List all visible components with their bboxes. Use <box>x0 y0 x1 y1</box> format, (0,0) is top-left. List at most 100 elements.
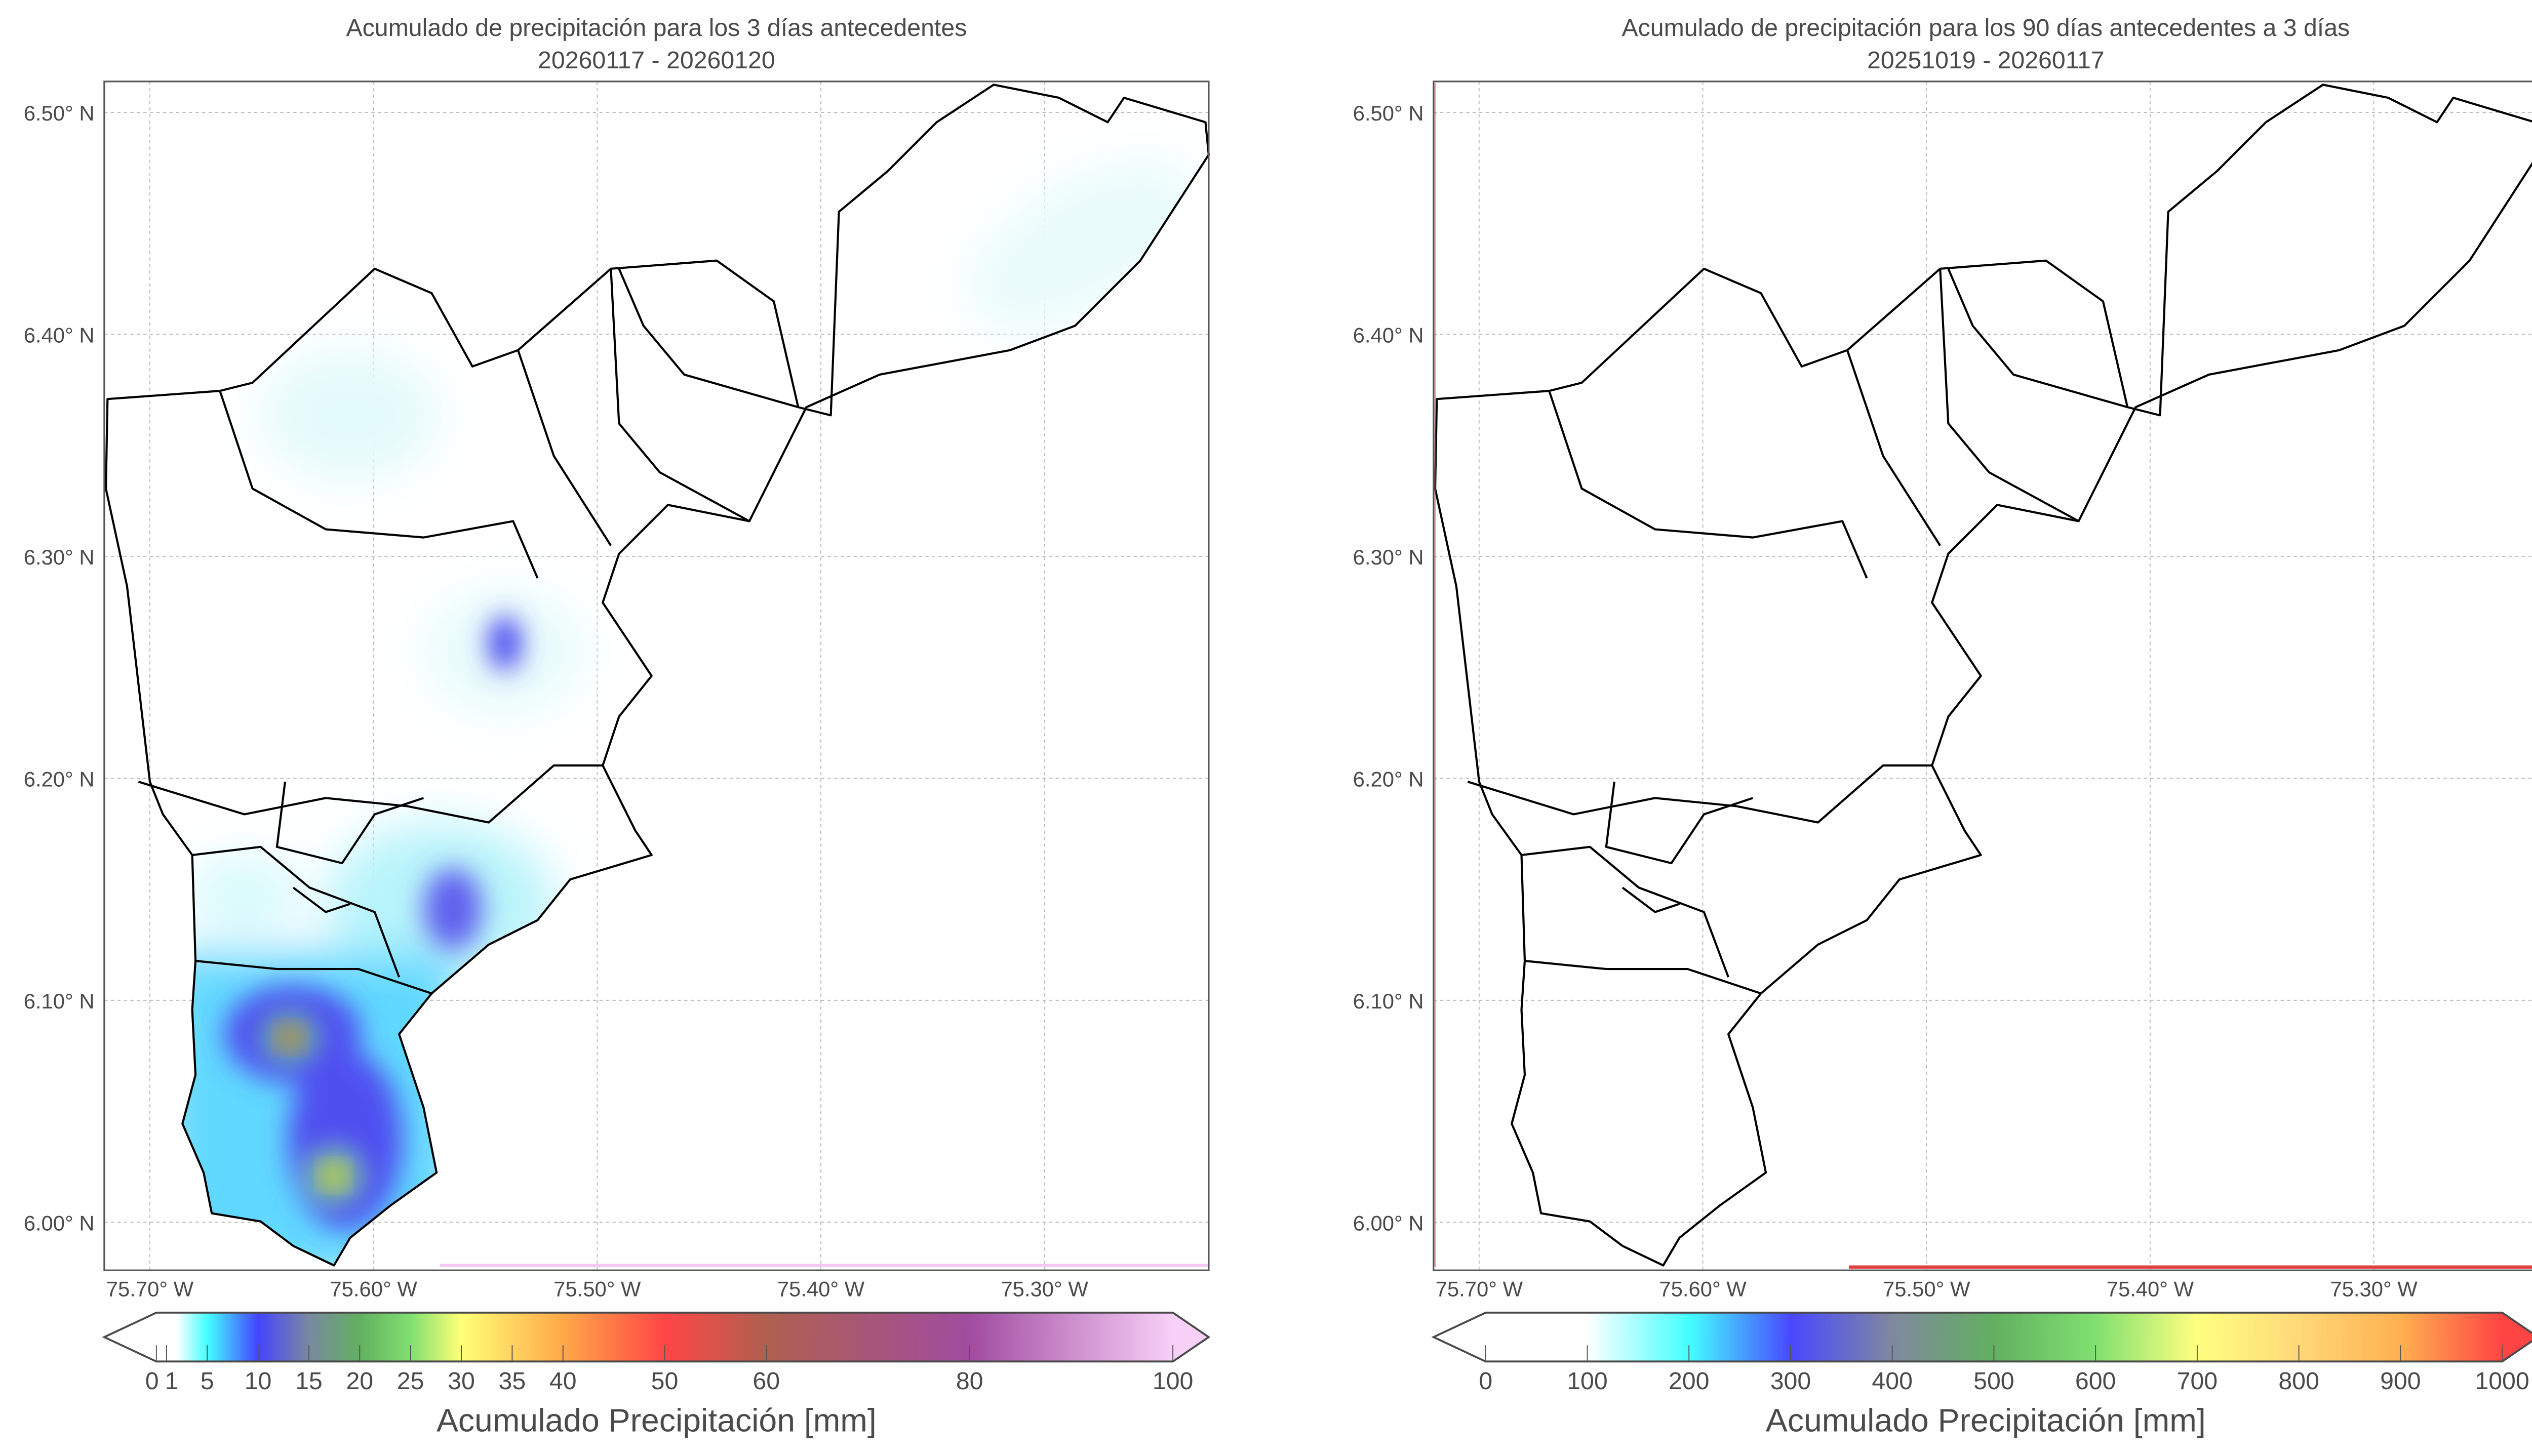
sub-basin-boundaries <box>1467 268 2128 995</box>
field-blob <box>966 158 1201 331</box>
field-blob <box>1419 531 1643 739</box>
x-tick-label: 75.30° W <box>1001 1277 1088 1301</box>
x-tick-label: 75.70° W <box>106 1277 194 1301</box>
colorbar-tick-label: 800 <box>2278 1367 2319 1395</box>
colorbar-90-days: 0 100 200 300 400 500 600 700 800 900 1000 Acumula… <box>1431 1311 2532 1439</box>
y-tick-label: 6.00° N <box>24 1211 95 1235</box>
y-tick-label: 6.10° N <box>1353 989 1424 1013</box>
sub-basin-boundary <box>610 268 750 522</box>
chart-title: Acumulado de precipitación para los 90 d… <box>1621 14 2350 42</box>
colorbar-tick-label: 300 <box>1770 1367 1811 1395</box>
field-blob <box>1738 646 1754 663</box>
precip-field <box>1417 65 2532 1287</box>
colorbar-tick-label: 500 <box>1973 1367 2014 1395</box>
colorbar-tick-label: 600 <box>2075 1367 2116 1395</box>
max-precip-marker <box>280 1027 300 1047</box>
colorbar-frame <box>102 1311 1211 1363</box>
colorbar-label: Acumulado Precipitación [mm] <box>1766 1402 2206 1439</box>
colorbar-tick-label: 900 <box>2380 1367 2421 1395</box>
map-axes-frame <box>103 80 1210 1271</box>
sub-basin-boundary <box>1621 886 1680 913</box>
sub-basin-boundary <box>1467 764 1932 824</box>
colorbar-tick-label: 100 <box>1567 1367 1608 1395</box>
colorbar-tick-label: 1 <box>165 1367 179 1395</box>
y-tick-label: 6.00° N <box>1353 1211 1424 1235</box>
y-tick-label: 6.30° N <box>1353 545 1424 569</box>
y-tick-label: 6.40° N <box>24 323 95 347</box>
precip-field <box>163 158 1201 1266</box>
colorbar-gradient <box>104 1312 1209 1362</box>
sub-basin-boundary <box>517 350 612 546</box>
sub-basin-boundary <box>219 390 539 579</box>
field-blob <box>489 616 522 671</box>
sub-basin-boundary <box>275 781 424 865</box>
field-blob <box>288 1050 403 1230</box>
y-tick-label: 6.50° N <box>1353 101 1424 125</box>
map-axes-frame <box>1433 80 2532 1271</box>
sub-basin-boundary <box>1521 845 1730 978</box>
sub-basin-boundary <box>195 959 432 995</box>
sub-basin-boundary <box>292 886 351 913</box>
sub-basin-boundary <box>1846 350 1942 546</box>
colorbar-tick-label: 30 <box>448 1367 475 1395</box>
max-precip-marker <box>324 1166 344 1186</box>
field-blob <box>1515 1067 1597 1148</box>
sub-basin-boundary <box>1524 959 1762 995</box>
colorbar-tick-label: 40 <box>549 1367 577 1395</box>
x-tick-label: 75.70° W <box>1436 1277 1523 1301</box>
y-tick-label: 6.30° N <box>24 545 95 569</box>
chart-subtitle: 20260117 - 20260120 <box>538 47 775 74</box>
field-blob <box>2256 253 2370 350</box>
colorbar-tick-label: 35 <box>499 1367 526 1395</box>
map-panel-3-days: Acumulado de precipitación para los 3 dí… <box>24 14 1211 1439</box>
chart-title: Acumulado de precipitación para los 3 dí… <box>346 14 967 42</box>
field-blob <box>260 350 440 481</box>
colorbar-tick-label: 0 <box>1479 1367 1492 1395</box>
colorbar-tick-label: 700 <box>2177 1367 2218 1395</box>
y-tick-label: 6.20° N <box>24 767 95 791</box>
x-tick-label: 75.60° W <box>330 1277 417 1301</box>
axis-ticks: 75.70° W 75.60° W 75.50° W 75.40° W 75.30° W… <box>1353 101 2418 1301</box>
x-tick-label: 75.50° W <box>553 1277 641 1301</box>
colorbar-tick-label: 0 <box>145 1367 159 1395</box>
colorbar-tick-label: 15 <box>295 1367 323 1395</box>
sub-basin-boundary <box>1947 268 2128 409</box>
colorbar-tick-label: 200 <box>1669 1367 1710 1395</box>
field-base <box>1417 65 2532 1287</box>
field-blob <box>423 868 483 950</box>
x-tick-label: 75.30° W <box>2330 1277 2418 1301</box>
x-tick-label: 75.40° W <box>2107 1277 2194 1301</box>
field-blob <box>1637 906 1660 928</box>
field-blob <box>1833 806 1980 887</box>
y-tick-label: 6.10° N <box>24 989 95 1013</box>
x-tick-label: 75.40° W <box>777 1277 865 1301</box>
colorbar-tick-label: 1000 <box>2475 1367 2529 1395</box>
colorbar-tick-label: 400 <box>1872 1367 1913 1395</box>
x-tick-label: 75.50° W <box>1883 1277 1970 1301</box>
gridlines <box>1433 81 2532 1271</box>
sub-basin-boundaries <box>138 268 799 995</box>
sub-basin-boundary <box>1605 781 1753 865</box>
y-tick-label: 6.50° N <box>24 101 95 125</box>
y-tick-label: 6.40° N <box>1353 323 1424 347</box>
x-tick-label: 75.60° W <box>1659 1277 1747 1301</box>
sub-basin-boundary <box>192 845 401 978</box>
colorbar-tick-label: 20 <box>346 1367 373 1395</box>
colorbar-tick-label: 5 <box>201 1367 214 1395</box>
colorbar-tick-label: 100 <box>1153 1367 1194 1395</box>
field-blob <box>1539 399 1670 513</box>
field-blob <box>1449 561 1597 694</box>
colorbar-3-days: 0 1 5 10 15 20 25 30 35 40 50 60 80 100 Acumulado Pre… <box>102 1311 1211 1439</box>
colorbar-tick-label: 60 <box>753 1367 780 1395</box>
sub-basin-boundary <box>618 268 799 409</box>
colorbar-tick-label: 80 <box>956 1367 983 1395</box>
colorbar-label: Acumulado Precipitación [mm] <box>437 1402 877 1439</box>
chart-subtitle: 20251019 - 20260117 <box>1867 47 2105 74</box>
colorbar-tick-label: 10 <box>245 1367 272 1395</box>
sub-basin-boundary <box>1548 390 1868 579</box>
map-panel-90-days: Acumulado de precipitación para los 90 d… <box>1353 14 2532 1439</box>
basin-outline <box>1434 84 2532 1267</box>
colorbar-frame <box>1431 1311 2532 1363</box>
